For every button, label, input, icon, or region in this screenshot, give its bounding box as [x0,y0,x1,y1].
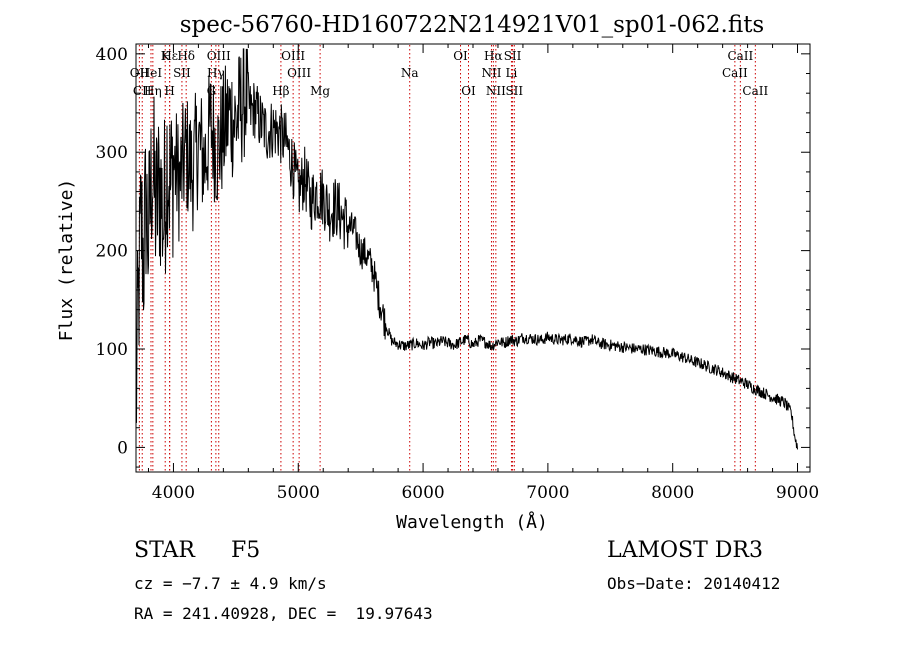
line-label-oiii-5007: OIII [287,66,311,80]
line-label-caii-8498: CaII [722,66,748,80]
line-label-oi-6300: OI [453,49,468,63]
line-label-hei: HeI [140,66,163,80]
x-tick-label: 8000 [651,483,694,503]
line-label-sii-6731: SII [505,84,523,98]
spectral-class: STAR F5 [134,538,260,563]
x-axis-label: Wavelength (Å) [396,511,548,533]
line-label-hη: Hη [144,84,162,98]
subclass-label: F5 [231,538,261,563]
line-label-caii-8662: CaII [742,84,768,98]
line-label-caii-8542: CaII [727,49,753,63]
obs-date-label: Obs−Date: 20140412 [607,574,781,593]
series-layer [135,48,798,450]
x-tick-label: 6000 [401,483,444,503]
plot-frame [135,43,811,473]
axis-tick-labels: 4000 5000 6000 7000 8000 9000 0 100 200 300 400 [96,45,820,503]
line-label-cii: CII [133,84,152,98]
line-label-h: H [164,84,174,98]
survey-label: LAMOST DR3 [607,538,763,563]
line-label-li: Li [506,66,518,80]
y-tick-label: 200 [96,242,128,262]
chart-title: spec-56760-HD160722N214921V01_sp01-062.f… [180,12,765,38]
class-label: STAR [134,538,195,563]
y-tick-label: 400 [96,45,128,65]
line-markers [138,45,756,471]
x-tick-label: 7000 [526,483,569,503]
x-tick-label: 4000 [152,483,195,503]
line-label-oii: OII [130,66,150,80]
line-label-sii-6717: SII [504,49,522,63]
x-tick-label: 9000 [776,483,819,503]
y-axis-label: Flux (relative) [56,179,77,342]
spectrum-series-line [135,48,798,450]
coordinates-label: RA = 241.40928, DEC = 19.97643 [134,604,433,623]
line-label-sii: SII [173,66,191,80]
line-label-mg: Mg [310,84,330,98]
line-label-hβ: Hβ [272,84,289,98]
y-tick-label: 100 [96,340,128,360]
line-label-hδ: Hδ [177,49,195,63]
line-label-oiii-4959: OIII [281,49,305,63]
axis-ticks [136,44,810,472]
line-label-oi-6364: OI [461,84,476,98]
y-tick-label: 300 [96,143,128,163]
line-label-hγ: Hγ [207,66,225,80]
line-label-oiii-4363: OIII [207,49,231,63]
line-label-nii-6583: NII [486,84,506,98]
x-tick-label: 5000 [277,483,320,503]
redshift-label: cz = −7.7 ± 4.9 km/s [134,574,327,593]
line-label-k: K [161,49,171,63]
line-label-na: Na [401,66,419,80]
y-tick-label: 0 [117,438,128,458]
line-label-nii-6548: NII [481,66,501,80]
line-label-hα: Hα [484,49,503,63]
